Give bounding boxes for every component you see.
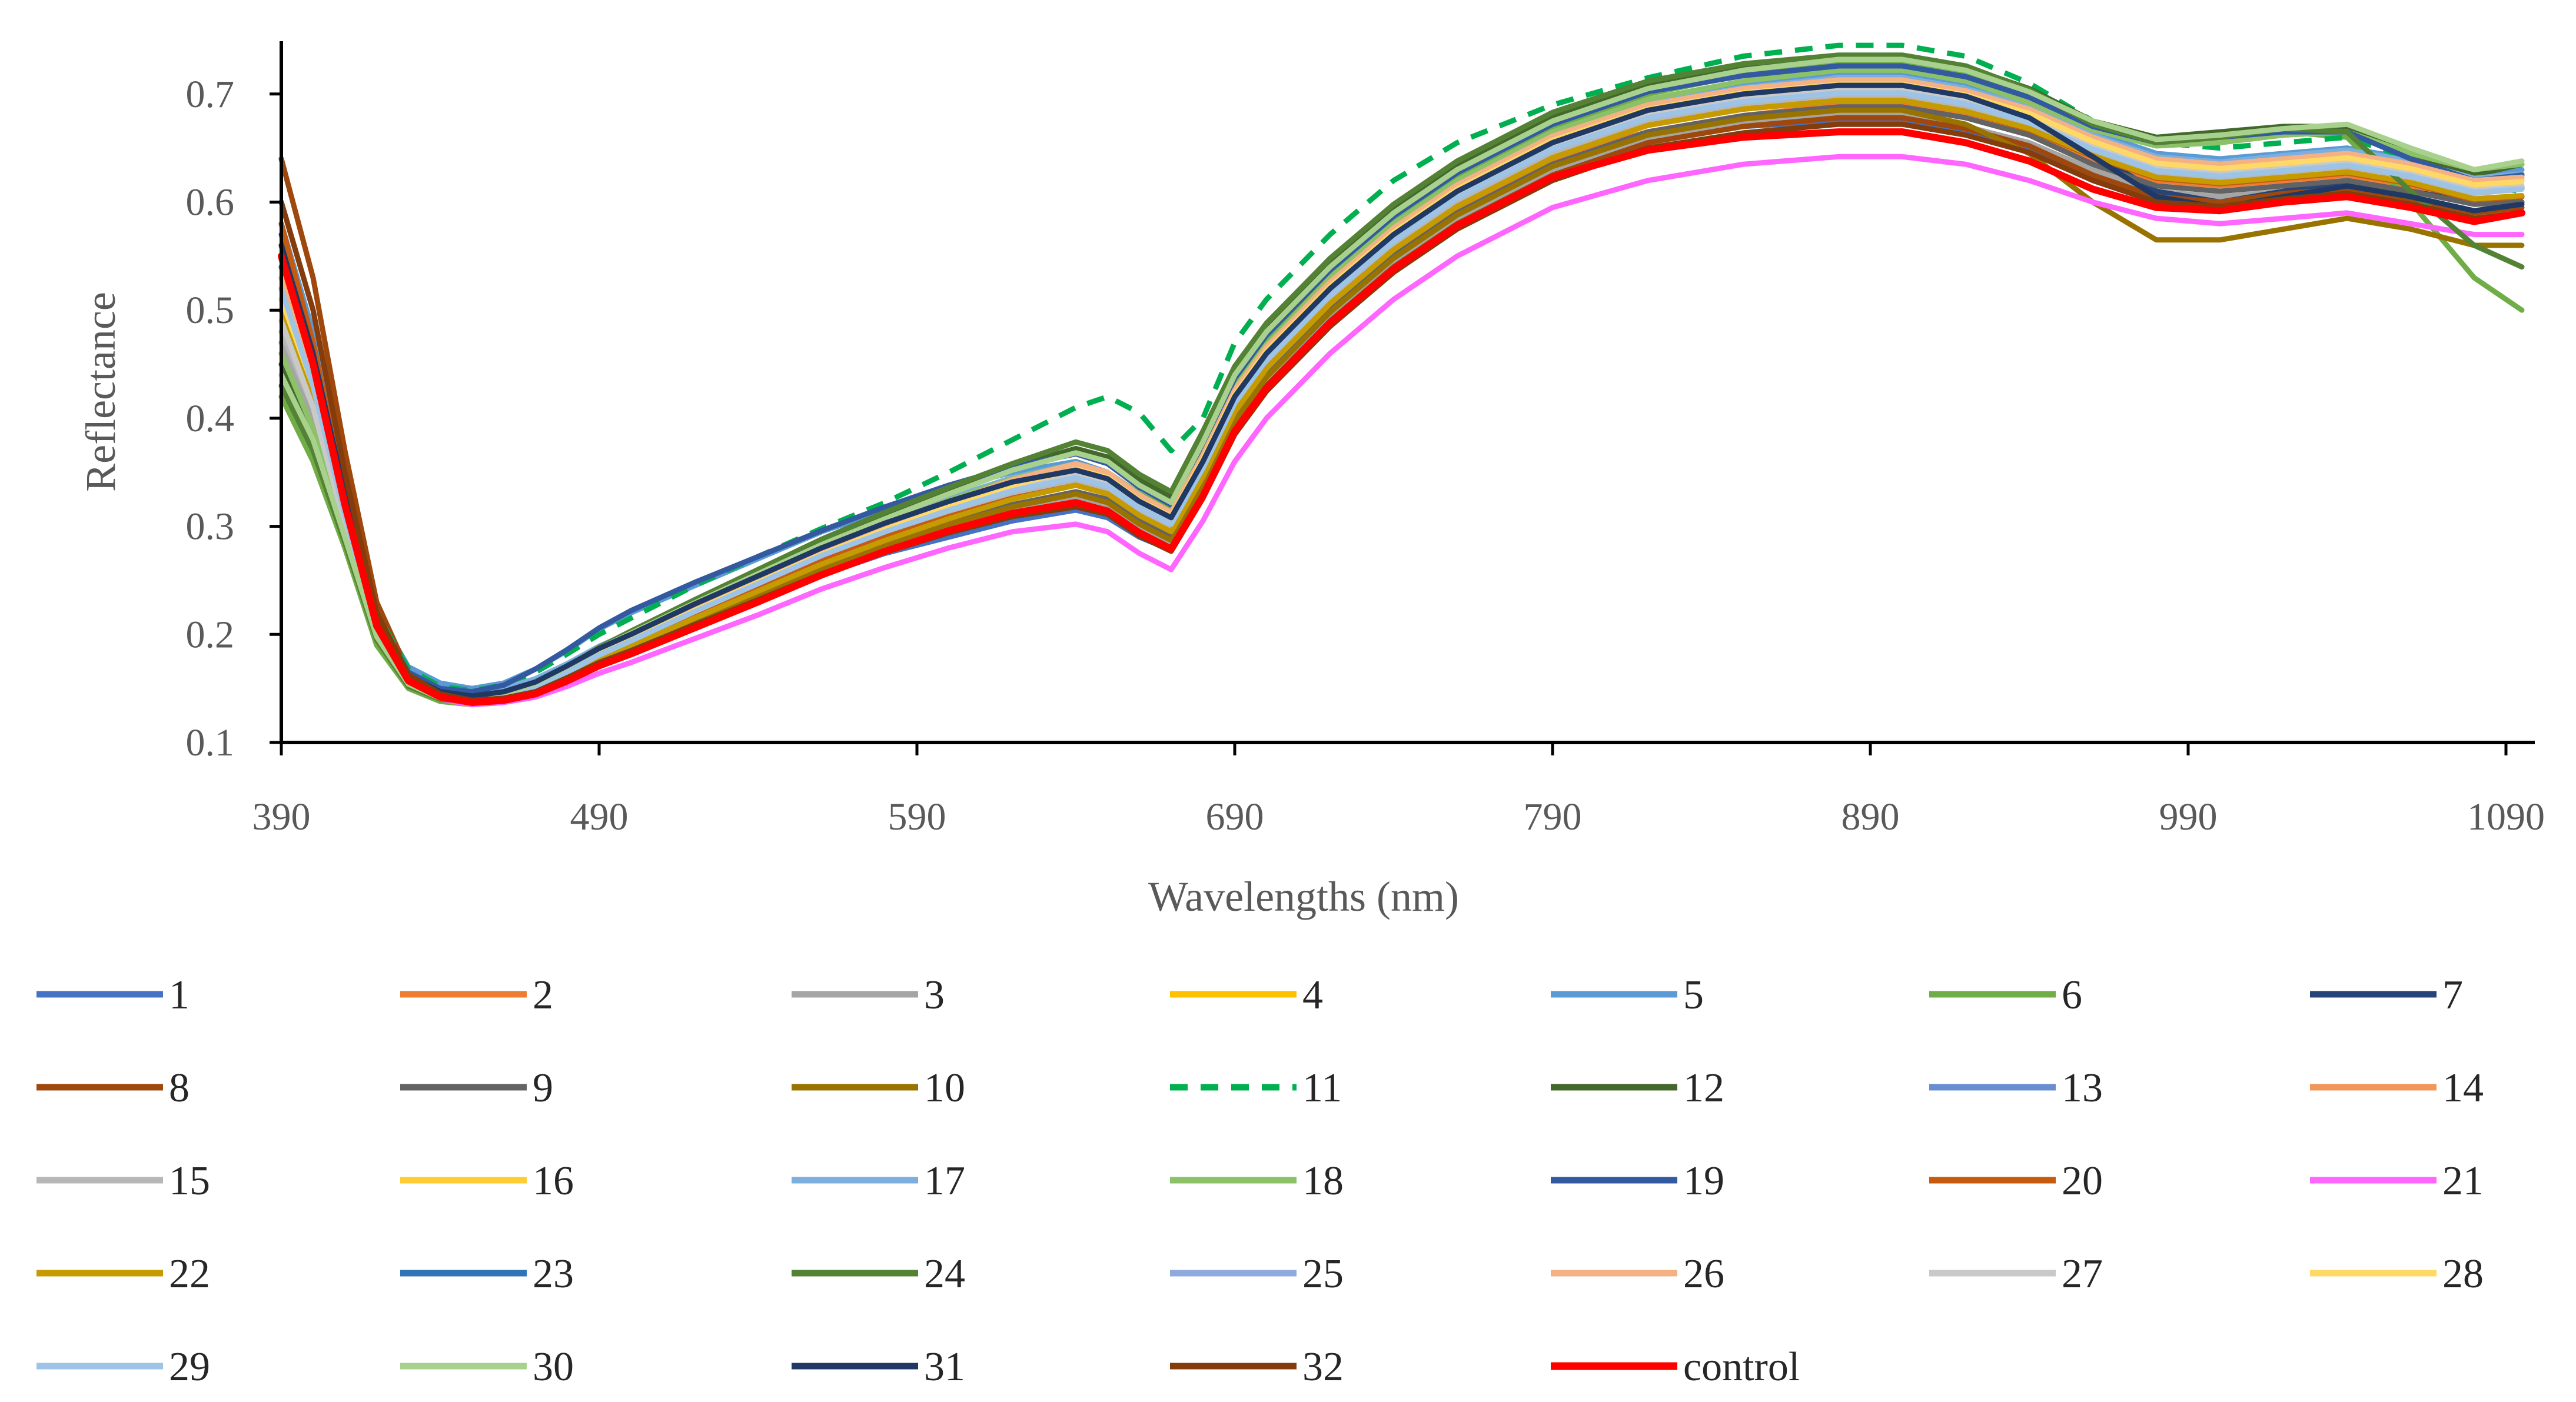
legend-label: 23 bbox=[533, 1251, 574, 1297]
legend-item-10: 10 bbox=[792, 1065, 965, 1111]
legend-item-control: control bbox=[1551, 1344, 1800, 1390]
legend-item-6: 6 bbox=[1929, 973, 2082, 1018]
y-tick-label: 0.6 bbox=[186, 181, 235, 224]
legend-label: 10 bbox=[924, 1065, 965, 1111]
legend-label: 19 bbox=[1683, 1158, 1724, 1204]
y-tick-label: 0.1 bbox=[186, 721, 235, 764]
legend-label: 6 bbox=[2062, 973, 2082, 1018]
legend-label: 13 bbox=[2062, 1065, 2103, 1111]
legend-label: 17 bbox=[924, 1158, 965, 1204]
legend-label: 5 bbox=[1683, 973, 1704, 1018]
legend-item-11: 11 bbox=[1170, 1065, 1342, 1111]
legend-label: 26 bbox=[1683, 1251, 1724, 1297]
x-axis-ticks: 390 490 590 690 790 890 990 1090 bbox=[252, 742, 2545, 838]
series-line-31 bbox=[278, 82, 2525, 699]
legend-item-23: 23 bbox=[400, 1251, 574, 1297]
legend-label: 18 bbox=[1302, 1158, 1344, 1204]
legend-item-1: 1 bbox=[36, 973, 190, 1018]
legend-item-19: 19 bbox=[1551, 1158, 1724, 1204]
legend-item-5: 5 bbox=[1551, 973, 1704, 1018]
legend-label: 4 bbox=[1302, 973, 1323, 1018]
legend-label: 3 bbox=[924, 973, 945, 1018]
legend-label: 28 bbox=[2442, 1251, 2484, 1297]
plot-area bbox=[278, 42, 2525, 708]
legend-label: 30 bbox=[533, 1344, 574, 1390]
y-tick-label: 0.5 bbox=[186, 289, 235, 332]
legend-item-24: 24 bbox=[792, 1251, 965, 1297]
legend-item-14: 14 bbox=[2310, 1065, 2484, 1111]
x-tick-label: 1090 bbox=[2467, 795, 2545, 838]
legend-label: 32 bbox=[1302, 1344, 1344, 1390]
legend-item-12: 12 bbox=[1551, 1065, 1724, 1111]
legend-label: 20 bbox=[2062, 1158, 2103, 1204]
axes bbox=[280, 41, 2535, 744]
x-tick-label: 790 bbox=[1524, 795, 1582, 838]
x-tick-label: 390 bbox=[252, 795, 311, 838]
y-axis-ticks: 0.1 0.2 0.3 0.4 0.5 0.6 0.7 bbox=[186, 73, 281, 764]
series-line-12 bbox=[278, 54, 2525, 702]
x-axis-title: Wavelengths (nm) bbox=[1148, 873, 1459, 920]
legend-item-8: 8 bbox=[36, 1065, 190, 1111]
legend-item-7: 7 bbox=[2310, 973, 2463, 1018]
x-tick-label: 990 bbox=[2159, 795, 2218, 838]
y-tick-label: 0.4 bbox=[186, 397, 235, 440]
legend-label: 14 bbox=[2442, 1065, 2484, 1111]
legend-item-9: 9 bbox=[400, 1065, 553, 1111]
legend-label: 11 bbox=[1302, 1065, 1342, 1111]
legend-item-18: 18 bbox=[1170, 1158, 1344, 1204]
y-axis-title: Reflectance bbox=[77, 292, 124, 492]
legend-label: 21 bbox=[2442, 1158, 2484, 1204]
legend-item-31: 31 bbox=[792, 1344, 965, 1390]
legend-label: 24 bbox=[924, 1251, 965, 1297]
legend-item-3: 3 bbox=[792, 973, 945, 1018]
legend-item-2: 2 bbox=[400, 973, 553, 1018]
legend-label: 22 bbox=[169, 1251, 210, 1297]
legend-label: 8 bbox=[169, 1065, 190, 1111]
legend-item-29: 29 bbox=[36, 1344, 210, 1390]
legend-label: control bbox=[1683, 1344, 1800, 1390]
legend-item-32: 32 bbox=[1170, 1344, 1344, 1390]
legend-item-15: 15 bbox=[36, 1158, 210, 1204]
legend-item-21: 21 bbox=[2310, 1158, 2484, 1204]
legend-item-4: 4 bbox=[1170, 973, 1323, 1018]
y-tick-label: 0.2 bbox=[186, 613, 235, 656]
legend-label: 31 bbox=[924, 1344, 965, 1390]
legend-label: 27 bbox=[2062, 1251, 2103, 1297]
legend-label: 1 bbox=[169, 973, 190, 1018]
legend-label: 25 bbox=[1302, 1251, 1344, 1297]
y-tick-label: 0.3 bbox=[186, 505, 235, 548]
x-tick-label: 890 bbox=[1842, 795, 1900, 838]
legend-label: 9 bbox=[533, 1065, 553, 1111]
legend-label: 2 bbox=[533, 973, 553, 1018]
legend-label: 16 bbox=[533, 1158, 574, 1204]
legend-item-25: 25 bbox=[1170, 1251, 1344, 1297]
legend-label: 7 bbox=[2442, 973, 2463, 1018]
legend-item-27: 27 bbox=[1929, 1251, 2103, 1297]
legend-item-13: 13 bbox=[1929, 1065, 2103, 1111]
legend-label: 15 bbox=[169, 1158, 210, 1204]
legend-item-30: 30 bbox=[400, 1344, 574, 1390]
legend-item-16: 16 bbox=[400, 1158, 574, 1204]
legend-label: 12 bbox=[1683, 1065, 1724, 1111]
legend-item-26: 26 bbox=[1551, 1251, 1724, 1297]
y-tick-label: 0.7 bbox=[186, 73, 235, 116]
series-line-24 bbox=[278, 52, 2525, 704]
x-tick-label: 690 bbox=[1206, 795, 1264, 838]
legend-item-20: 20 bbox=[1929, 1158, 2103, 1204]
legend-label: 29 bbox=[169, 1344, 210, 1390]
series-line-control bbox=[278, 128, 2525, 706]
legend-item-22: 22 bbox=[36, 1251, 210, 1297]
legend-item-28: 28 bbox=[2310, 1251, 2484, 1297]
legend-item-17: 17 bbox=[792, 1158, 965, 1204]
x-tick-label: 590 bbox=[888, 795, 946, 838]
x-tick-label: 490 bbox=[570, 795, 629, 838]
